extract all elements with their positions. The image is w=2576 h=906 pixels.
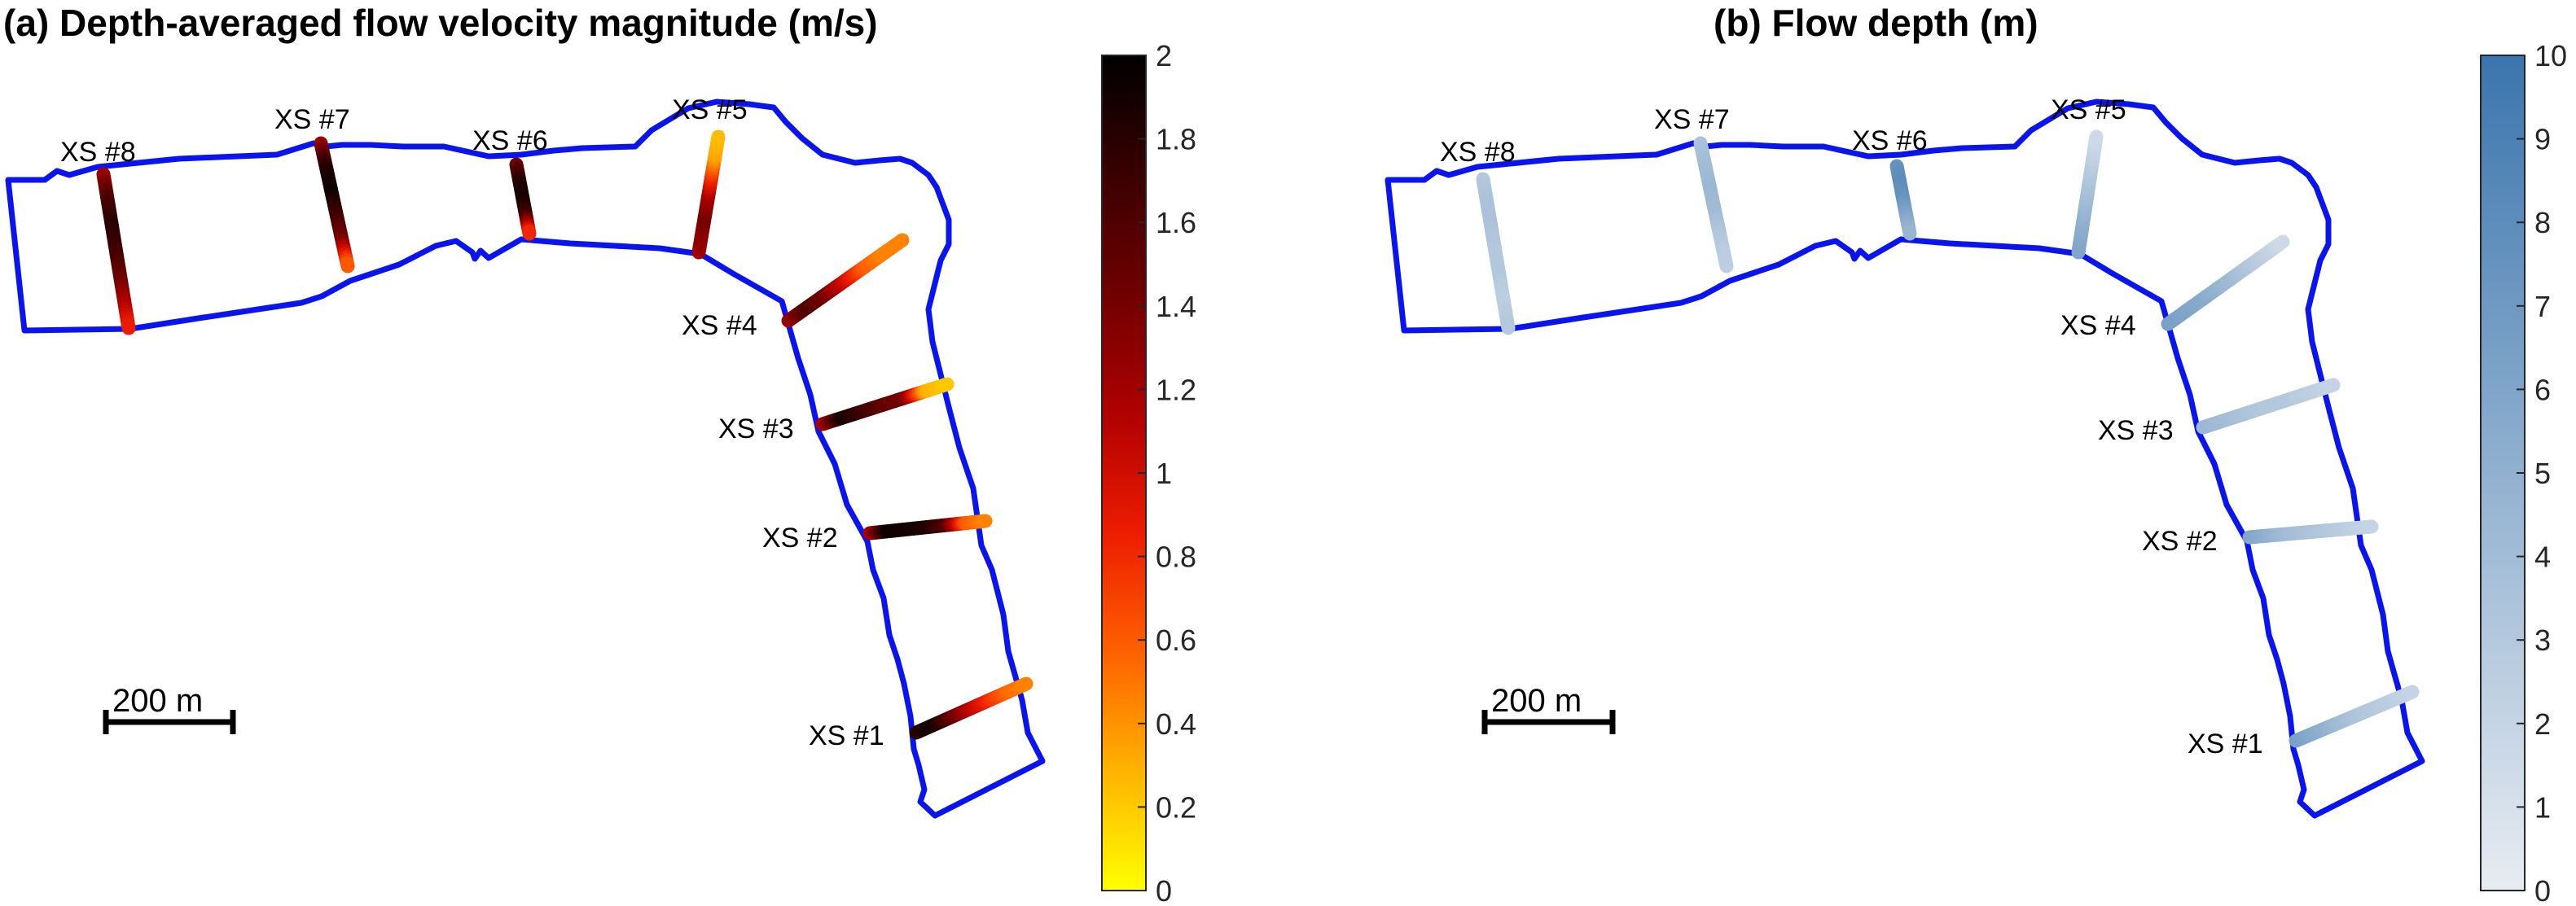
river-outline-a <box>5 98 1046 819</box>
xs-label-7-a: XS #7 <box>274 104 350 135</box>
xs-label-3-b: XS #3 <box>2098 415 2174 446</box>
colorbar-tick-label: 1 <box>1156 457 1172 490</box>
xs-segment <box>121 317 136 335</box>
colorbar-b: 0 1 2 3 4 5 6 7 8 9 10 <box>2480 39 2567 906</box>
xs-segment <box>522 224 537 241</box>
panel-a-title: (a) Depth-averaged flow velocity magnitu… <box>3 2 878 44</box>
colorbar-tick-label: 7 <box>2534 290 2551 323</box>
colorbar-tick-label: 0.4 <box>1156 707 1196 741</box>
xs-1-b <box>2289 685 2420 748</box>
panel-velocity: (a) Depth-averaged flow velocity magnitu… <box>3 2 1196 906</box>
colorbar-b-ticks: 0 1 2 3 4 5 6 7 8 9 10 <box>2517 39 2567 906</box>
xs-label-3-a: XS #3 <box>718 414 794 444</box>
xs-segment <box>2273 234 2290 251</box>
colorbar-tick-label: 8 <box>2534 206 2551 239</box>
xs-3-a <box>815 377 954 431</box>
scale-bar-a <box>103 710 236 734</box>
panel-b-title: (b) Flow depth (m) <box>1714 2 2038 44</box>
river-outline-b <box>1385 98 2425 819</box>
colorbar-a: 0 0.2 0.4 0.6 0.8 1 1.2 1.4 1.6 1.8 2 <box>1101 39 1196 906</box>
colorbar-tick-label: 1.4 <box>1156 290 1196 323</box>
colorbar-tick-label: 10 <box>2534 39 2567 72</box>
xs-label-4-b: XS #4 <box>2060 310 2136 341</box>
xs-label-4-a: XS #4 <box>682 310 757 341</box>
panel-depth: (b) Flow depth (m) XS #1 XS #2 XS #3 XS … <box>1385 2 2567 906</box>
xs-7-a <box>314 136 355 274</box>
xs-2-a <box>862 514 993 541</box>
colorbar-tick-label: 0.8 <box>1156 541 1196 574</box>
scale-bar-label-a: 200 m <box>112 683 203 719</box>
colorbar-tick-label: 3 <box>2534 624 2551 657</box>
xs-1-a <box>909 676 1033 740</box>
colorbar-a-ticks: 0 0.2 0.4 0.6 0.8 1 1.2 1.4 1.6 1.8 2 <box>1138 39 1196 906</box>
xs-segment <box>2324 378 2341 393</box>
xs-segment <box>893 233 910 249</box>
xs-6-a <box>509 157 537 241</box>
xs-8-a <box>96 167 136 335</box>
colorbar-tick-label: 1.6 <box>1156 206 1196 239</box>
xs-segment <box>2088 129 2104 147</box>
colorbar-tick-label: 1 <box>2534 790 2551 824</box>
colorbar-tick-label: 5 <box>2534 457 2551 490</box>
xs-label-8-a: XS #8 <box>60 137 136 168</box>
xs-6-b <box>1889 159 1917 241</box>
xs-segment <box>1902 224 1917 241</box>
xs-label-5-b: XS #5 <box>2051 94 2126 125</box>
xs-4-a <box>781 233 910 328</box>
xs-label-2-b: XS #2 <box>2142 526 2218 557</box>
xs-2-b <box>2242 519 2379 545</box>
colorbar-tick-label: 6 <box>2534 373 2551 406</box>
cross-sections-a <box>96 129 1033 740</box>
xs-label-1-b: XS #1 <box>2188 729 2263 759</box>
cross-sections-b <box>1476 129 2420 748</box>
colorbar-tick-label: 1.2 <box>1156 373 1196 406</box>
xs-segment <box>340 256 355 274</box>
colorbar-tick-label: 0 <box>2534 874 2551 906</box>
colorbar-tick-label: 1.8 <box>1156 123 1196 156</box>
colorbar-tick-label: 9 <box>2534 123 2551 156</box>
xs-label-6-a: XS #6 <box>472 125 548 156</box>
xs-label-1-a: XS #1 <box>809 720 884 751</box>
xs-segment <box>2403 685 2420 700</box>
xs-7-b <box>1693 136 1734 274</box>
xs-label-2-a: XS #2 <box>762 523 838 554</box>
colorbar-tick-label: 0 <box>1156 874 1172 906</box>
colorbar-tick-label: 0.6 <box>1156 624 1196 657</box>
xs-3-b <box>2196 378 2341 435</box>
xs-label-6-b: XS #6 <box>1852 125 1928 156</box>
xs-segment <box>1500 317 1516 335</box>
xs-label-8-b: XS #8 <box>1440 137 1516 168</box>
xs-segment <box>1016 676 1033 692</box>
xs-label-5-a: XS #5 <box>672 94 748 125</box>
colorbar-tick-label: 2 <box>1156 39 1172 72</box>
colorbar-tick-label: 0.2 <box>1156 790 1196 824</box>
xs-segment <box>1718 256 1734 274</box>
colorbar-tick-label: 2 <box>2534 707 2551 741</box>
xs-segment <box>937 377 954 392</box>
scale-bar-b <box>1481 710 1616 734</box>
colorbar-tick-label: 4 <box>2534 541 2551 574</box>
scale-bar-label-b: 200 m <box>1491 683 1582 719</box>
xs-5-b <box>2071 129 2104 260</box>
xs-segment <box>711 129 726 147</box>
xs-label-7-b: XS #7 <box>1654 104 1730 135</box>
xs-5-a <box>691 129 726 260</box>
xs-8-b <box>1476 172 1516 335</box>
xs-4-b <box>2161 234 2290 331</box>
